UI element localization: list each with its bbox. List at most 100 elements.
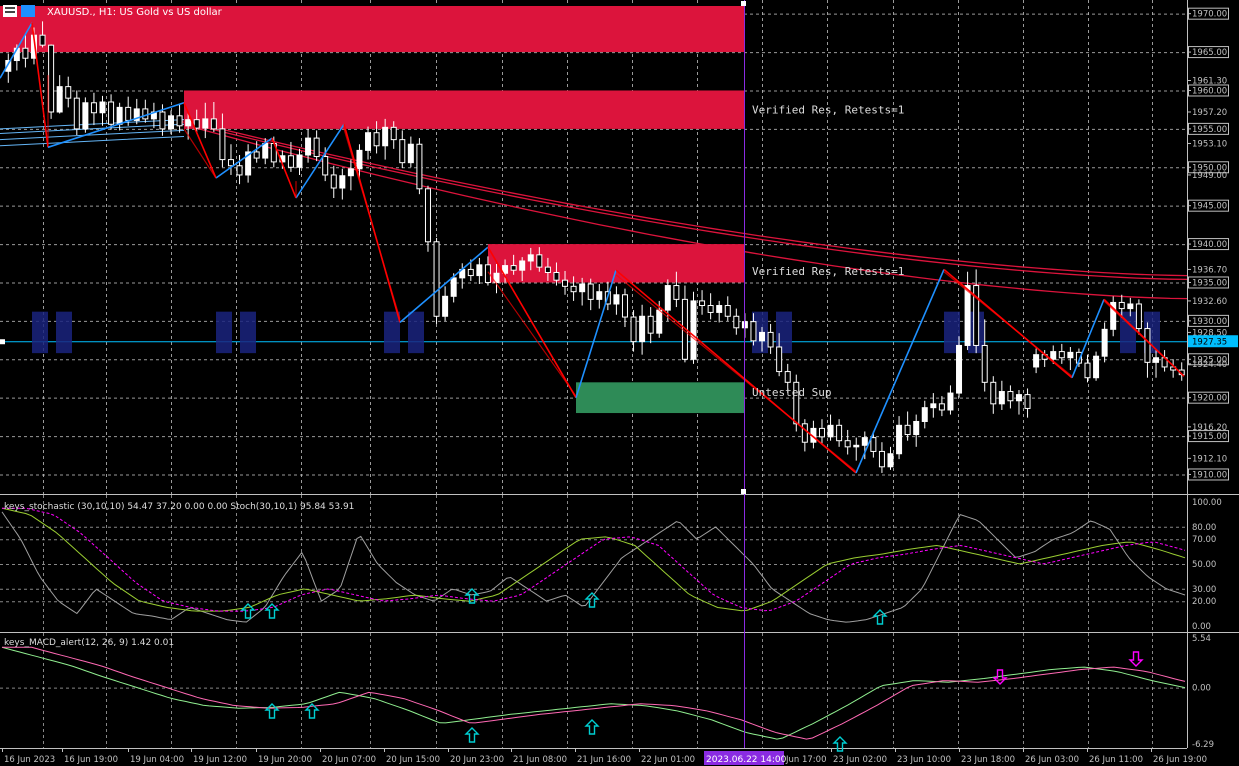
candle-body (947, 392, 954, 411)
zigzag-down-segment (183, 128, 217, 179)
zigzag-segment (1071, 299, 1105, 379)
vertical-marker[interactable]: 2023.06.22 14:00 (704, 0, 787, 765)
candle-body (801, 423, 808, 443)
candle-body (544, 266, 551, 273)
candle-body (90, 102, 97, 114)
arrow-down-icon (1128, 651, 1144, 667)
candle-body (407, 143, 414, 164)
candle-body (73, 97, 80, 130)
price-label: 1925.00 (1192, 355, 1227, 365)
candle-body (844, 440, 851, 448)
price-label: 1924.40 (1192, 360, 1227, 370)
candle-body (673, 285, 680, 300)
candle-body (973, 285, 980, 346)
stochastic-level-label: 100.00 (1192, 498, 1222, 508)
candle-body (1058, 351, 1065, 359)
price-label: 1930.00 (1192, 317, 1227, 327)
candle-body (613, 294, 620, 305)
price-label: 1960.00 (1192, 86, 1227, 96)
session-box (56, 311, 72, 354)
stochastic-level-label: 50.00 (1192, 560, 1216, 570)
time-label: 21 Jun 08:00 (513, 755, 567, 765)
candle-body (853, 444, 860, 448)
candle-body (450, 277, 457, 297)
macd-level-label: 0.00 (1192, 684, 1211, 694)
zigzag-down-segment (1103, 300, 1185, 377)
candle-body (579, 283, 586, 293)
price-label: 1970.00 (1192, 10, 1227, 20)
candle-body (1135, 303, 1142, 330)
session-box (1120, 311, 1136, 354)
candle-body (690, 300, 697, 360)
candle-body (390, 126, 397, 141)
time-axis[interactable]: 16 Jun 2023 16 Jun 19:00 19 Jun 04:00 19 Ju… (2, 748, 1208, 765)
price-label: 1957.20 (1192, 108, 1227, 118)
candle-body (716, 305, 723, 313)
candle-body (639, 315, 646, 343)
candle-body (630, 316, 637, 343)
zigzag-segment (487, 246, 577, 399)
candle-body (356, 149, 363, 170)
macd-panel[interactable]: keys_MACD_alert(12, 26, 9) 1.42 0.01 (0, 633, 1187, 752)
moving-averages (0, 118, 1188, 300)
time-label: 19 Jun 20:00 (258, 755, 312, 765)
candle-body (48, 44, 55, 113)
arrow-up-icon (264, 603, 280, 619)
stochastic-title: keys_stochastic (30,10,10) 54.47 37.20 0… (4, 502, 354, 512)
arrow-up-icon (240, 603, 256, 619)
macd-signal-line (2, 646, 1186, 740)
zone-label: Verified Res, Retests=1 (752, 104, 904, 117)
candle-body (981, 344, 988, 383)
macd-arrows (264, 651, 1144, 752)
price-line-handle[interactable] (0, 339, 5, 345)
time-label: 20 Jun 07:00 (322, 755, 376, 765)
candle-body (536, 254, 543, 268)
candle-body (373, 132, 380, 147)
candle-body (142, 108, 149, 120)
candle-body (921, 407, 928, 422)
zone-label: Verified Res, Retests=1 (752, 265, 904, 278)
candle-body (1050, 351, 1057, 360)
candle-body (896, 424, 903, 455)
time-label: 23 Jun 18:00 (961, 755, 1015, 765)
moving-average-line (179, 120, 1188, 281)
price-label: 1950.00 (1192, 163, 1227, 173)
candle-body (664, 285, 671, 311)
candle-body (245, 151, 252, 176)
stochastic-level-label: 20.00 (1192, 597, 1216, 607)
candle-body (502, 265, 509, 274)
candle-body (776, 346, 783, 373)
stochastic-axis: 100.00 80.00 70.00 50.00 30.00 20.00 0.00 (1192, 498, 1222, 632)
zigzag-segment (215, 137, 273, 179)
candle-body (861, 437, 868, 446)
candle-body (1127, 303, 1134, 310)
candle-body (339, 175, 346, 189)
session-box (240, 311, 256, 354)
macd-main-line (1, 646, 1186, 740)
candle-body (65, 86, 72, 99)
stochastic-panel[interactable]: keys_stochastic (30,10,10) 54.47 37.20 0… (0, 495, 1187, 632)
candle-body (621, 294, 628, 318)
candle-body (176, 115, 183, 127)
session-box (408, 311, 424, 354)
arrow-up-icon (584, 592, 600, 608)
time-label: 21 Jun 16:00 (577, 755, 631, 765)
candle-body (759, 331, 766, 342)
candle-body (1007, 391, 1014, 402)
arrow-down-icon (992, 669, 1008, 685)
candle-body (424, 188, 431, 243)
stochastic-level-label: 30.00 (1192, 585, 1216, 595)
stochastic-level-label: 0.00 (1192, 622, 1211, 632)
macd-level-label: -6.29 (1192, 740, 1214, 750)
candle-body (1067, 351, 1074, 359)
symbol-icon (21, 5, 35, 17)
candle-body (510, 265, 517, 271)
candle-body (1084, 362, 1091, 379)
zigzag-segment (0, 22, 33, 79)
arrow-up-icon (872, 609, 888, 625)
resistance-zone (0, 6, 744, 53)
candle-body (116, 106, 123, 125)
candle-body (724, 305, 731, 317)
